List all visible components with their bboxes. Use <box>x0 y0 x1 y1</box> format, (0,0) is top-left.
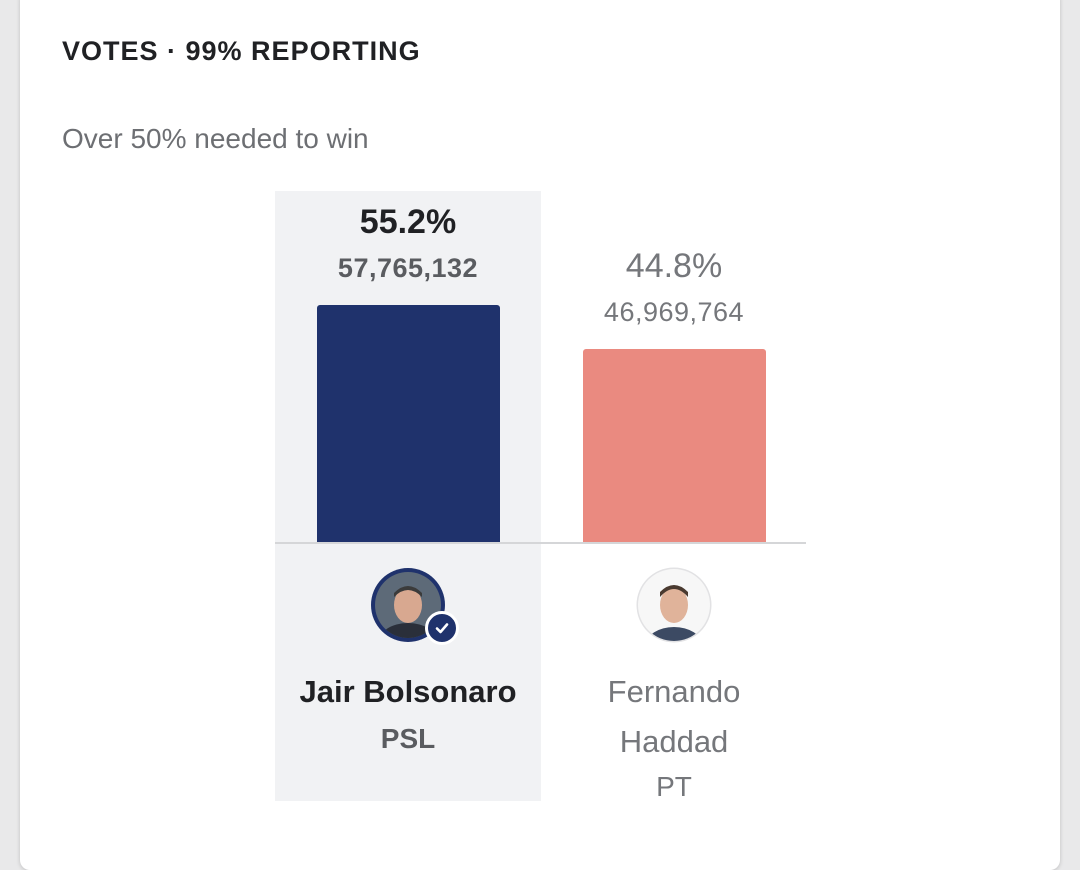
winner-check-icon <box>425 611 459 645</box>
party-label-haddad: PT <box>656 771 692 802</box>
avatar-bolsonaro[interactable] <box>370 567 459 645</box>
votes-label-bolsonaro: 57,765,132 <box>337 252 479 283</box>
results-header: VOTES · 99% REPORTING <box>62 36 421 66</box>
party-label-bolsonaro: PSL <box>380 723 436 754</box>
percent-label-bolsonaro: 55.2% <box>359 202 457 241</box>
portrait-haddad-icon <box>636 567 712 643</box>
results-card: VOTES · 99% REPORTING Over 50% needed to… <box>20 0 1060 870</box>
candidate-name-bolsonaro[interactable]: Jair Bolsonaro <box>299 674 517 709</box>
bar-haddad[interactable] <box>582 349 766 543</box>
chart-baseline <box>275 542 806 544</box>
votes-label-haddad: 46,969,764 <box>603 297 745 328</box>
avatar-haddad[interactable] <box>636 567 712 643</box>
percent-label-haddad: 44.8% <box>625 247 723 286</box>
bar-bolsonaro[interactable] <box>316 304 500 543</box>
candidate-name-haddad[interactable]: Fernando Haddad <box>607 674 741 759</box>
win-threshold-note: Over 50% needed to win <box>62 123 369 154</box>
